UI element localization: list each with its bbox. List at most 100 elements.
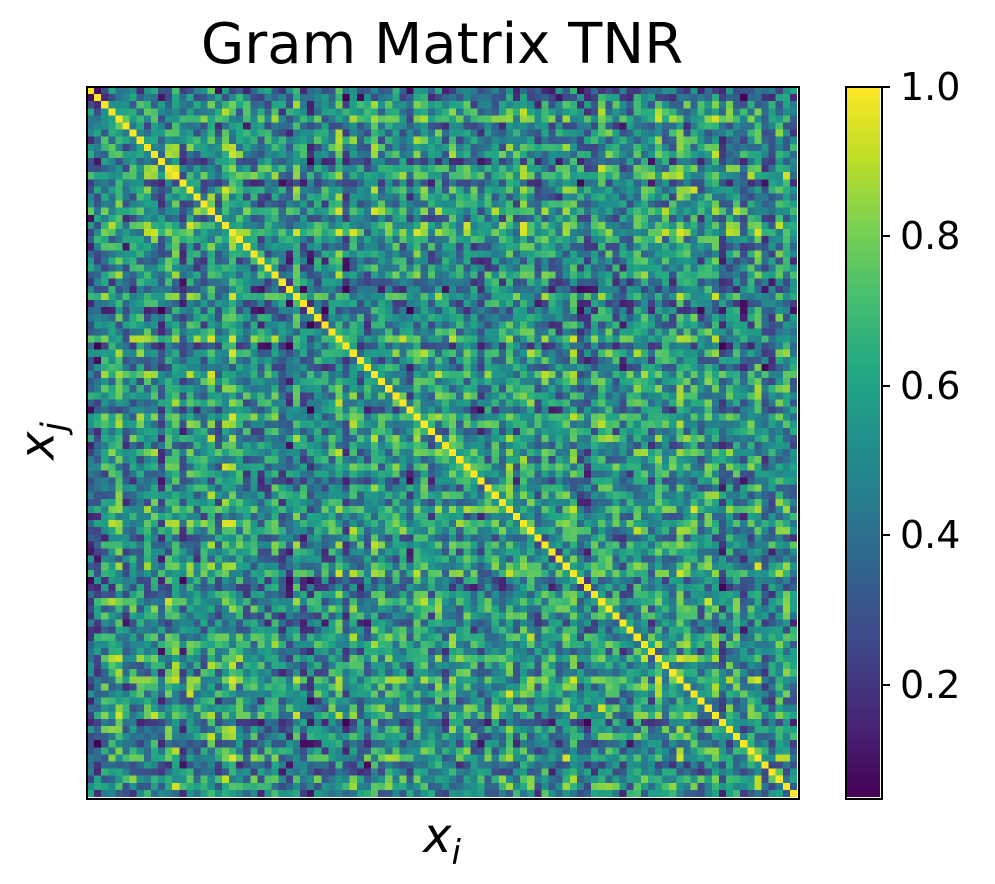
heatmap-cell bbox=[356, 214, 365, 223]
heatmap-cell bbox=[555, 229, 563, 237]
heatmap-cell bbox=[747, 87, 755, 95]
heatmap-cell bbox=[420, 122, 428, 130]
heatmap-cell bbox=[704, 143, 712, 152]
heatmap-cell bbox=[243, 122, 251, 130]
heatmap-cell bbox=[101, 122, 109, 130]
heatmap-cell bbox=[711, 101, 720, 109]
heatmap-cell bbox=[243, 158, 251, 166]
heatmap-cell bbox=[655, 158, 663, 166]
heatmap-cell bbox=[349, 165, 357, 173]
heatmap-cell bbox=[697, 250, 705, 258]
heatmap-cell bbox=[392, 179, 400, 187]
heatmap-cell bbox=[335, 172, 343, 180]
heatmap-cell bbox=[186, 200, 194, 208]
heatmap-cell bbox=[640, 122, 649, 130]
heatmap-cell bbox=[427, 172, 436, 180]
heatmap-cell bbox=[179, 87, 187, 95]
heatmap-cell bbox=[470, 172, 478, 180]
heatmap-cell bbox=[158, 257, 166, 265]
heatmap-cell bbox=[321, 87, 329, 95]
heatmap-cell bbox=[520, 165, 528, 173]
heatmap-cell bbox=[555, 101, 563, 109]
heatmap-cell bbox=[172, 143, 180, 152]
heatmap-cell bbox=[669, 158, 677, 166]
heatmap-cell bbox=[150, 207, 159, 215]
heatmap-cell bbox=[328, 101, 336, 109]
heatmap-cell bbox=[94, 115, 102, 123]
heatmap-cell bbox=[456, 122, 464, 130]
heatmap-cell bbox=[243, 87, 251, 95]
heatmap-cell bbox=[683, 165, 691, 173]
heatmap-cell bbox=[775, 101, 783, 109]
heatmap-cell bbox=[214, 136, 223, 144]
heatmap-cell bbox=[484, 172, 492, 180]
heatmap-cell bbox=[463, 257, 471, 265]
heatmap-cell bbox=[101, 158, 109, 166]
heatmap-cell bbox=[165, 250, 173, 258]
heatmap-cell bbox=[584, 108, 592, 116]
heatmap-cell bbox=[356, 264, 365, 272]
heatmap-cell bbox=[243, 264, 251, 272]
heatmap-cell bbox=[342, 136, 350, 144]
heatmap-cell bbox=[378, 264, 386, 272]
heatmap-cell bbox=[633, 136, 641, 144]
heatmap-cell bbox=[683, 101, 691, 109]
heatmap-cell bbox=[285, 264, 294, 272]
heatmap-cell bbox=[449, 207, 457, 215]
heatmap-cell bbox=[321, 122, 329, 130]
heatmap-cell bbox=[349, 87, 357, 95]
heatmap-cell bbox=[221, 229, 230, 237]
heatmap-cell bbox=[87, 250, 95, 258]
heatmap-cell bbox=[655, 101, 663, 109]
heatmap-cell bbox=[207, 221, 215, 230]
heatmap-cell bbox=[221, 221, 230, 230]
heatmap-cell bbox=[605, 87, 613, 95]
heatmap-cell bbox=[754, 143, 762, 152]
heatmap-cell bbox=[527, 250, 535, 258]
heatmap-cell bbox=[704, 150, 712, 159]
heatmap-cell bbox=[569, 172, 578, 180]
heatmap-cell bbox=[491, 129, 499, 137]
heatmap-cell bbox=[236, 257, 244, 265]
heatmap-cell bbox=[406, 101, 414, 109]
heatmap-cell bbox=[640, 186, 649, 194]
heatmap-cell bbox=[214, 172, 223, 180]
heatmap-cell bbox=[456, 165, 464, 173]
heatmap-cell bbox=[108, 229, 116, 237]
heatmap-cell bbox=[619, 229, 627, 237]
heatmap-cell bbox=[484, 214, 492, 223]
heatmap-cell bbox=[378, 186, 386, 194]
heatmap-cell bbox=[172, 179, 180, 187]
heatmap-cell bbox=[392, 172, 400, 180]
heatmap-cell bbox=[619, 143, 627, 152]
heatmap-cell bbox=[264, 158, 272, 166]
heatmap-cell bbox=[278, 214, 286, 223]
heatmap-cell bbox=[427, 158, 436, 166]
heatmap-cell bbox=[775, 236, 783, 244]
heatmap-cell bbox=[463, 122, 471, 130]
heatmap-cell bbox=[569, 158, 578, 166]
heatmap-cell bbox=[122, 193, 130, 201]
heatmap-cell bbox=[221, 257, 230, 265]
heatmap-cell bbox=[314, 172, 322, 180]
heatmap-cell bbox=[221, 236, 230, 244]
heatmap-cell bbox=[718, 158, 727, 166]
heatmap-cell bbox=[704, 179, 712, 187]
heatmap-cell bbox=[484, 101, 492, 109]
heatmap-cell bbox=[612, 243, 620, 251]
heatmap-cell bbox=[683, 150, 691, 159]
heatmap-cell bbox=[342, 221, 350, 230]
heatmap-cell bbox=[704, 200, 712, 208]
heatmap-cell bbox=[768, 172, 776, 180]
heatmap-cell bbox=[143, 165, 152, 173]
heatmap-cell bbox=[94, 271, 102, 279]
heatmap-cell bbox=[463, 108, 471, 116]
heatmap-cell bbox=[463, 243, 471, 251]
heatmap-cell bbox=[243, 136, 251, 144]
heatmap-cell bbox=[718, 94, 727, 102]
heatmap-cell bbox=[349, 122, 357, 130]
heatmap-cell bbox=[292, 122, 301, 130]
heatmap-cell bbox=[633, 229, 641, 237]
heatmap-cell bbox=[555, 143, 563, 152]
heatmap-cell bbox=[165, 221, 173, 230]
